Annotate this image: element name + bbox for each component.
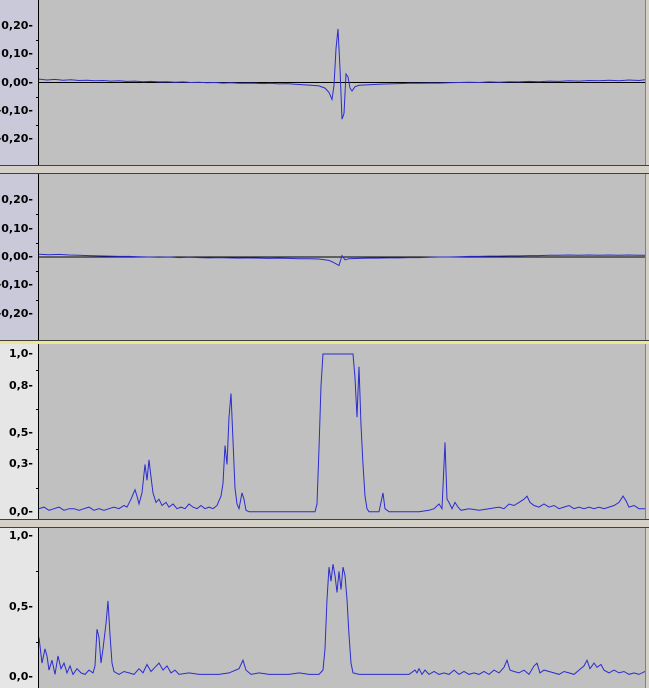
ruler-tick-label: 0,00- <box>1 250 33 263</box>
waveform-plot[interactable] <box>39 344 646 519</box>
waveform-line <box>39 253 645 267</box>
ruler-tick-label: 0,0- <box>8 504 33 518</box>
ruler-minor-tick <box>36 271 38 273</box>
ruler-tick-label: -0,10- <box>0 103 33 117</box>
waveform-plot[interactable] <box>39 528 646 688</box>
ruler-minor-tick <box>36 40 38 42</box>
ruler-tick-label: -0,10- <box>0 278 33 292</box>
ruler-minor-tick <box>36 369 38 371</box>
spectrum-track-1-channel-left[interactable]: 1,0- 0,8- 0,5- 0,3- 0,0- <box>0 344 649 519</box>
ruler-minor-tick <box>36 242 38 244</box>
waveform-line <box>39 564 645 676</box>
vertical-ruler[interactable]: 0,20- 0,10- 0,00- -0,10- -0,20- <box>0 174 39 340</box>
ruler-tick-label: 0,20- <box>1 193 33 207</box>
ruler-minor-tick <box>36 488 38 490</box>
vertical-ruler[interactable]: 0,20- 0,10- 0,00- -0,10- -0,20- <box>0 0 39 165</box>
channel-separator <box>0 519 649 528</box>
ruler-tick-label: 0,0- <box>8 670 33 684</box>
ruler-minor-tick <box>36 299 38 301</box>
ruler-tick-label: 0,00- <box>1 75 33 89</box>
channel-separator <box>0 165 649 174</box>
ruler-minor-tick <box>36 68 38 70</box>
vertical-ruler[interactable]: 1,0- 0,5- 0,0- <box>0 528 39 688</box>
ruler-minor-tick <box>36 641 38 643</box>
ruler-tick-label: 0,5- <box>8 425 33 439</box>
waveform-line <box>39 28 645 120</box>
waveform-plot[interactable] <box>39 174 646 340</box>
spectrum-track-1-channel-right[interactable]: 1,0- 0,5- 0,0- <box>0 528 649 688</box>
waveform-svg <box>39 28 645 120</box>
ruler-minor-tick <box>36 124 38 126</box>
ruler-minor-tick <box>36 214 38 216</box>
ruler-tick-label: 0,10- <box>1 221 33 235</box>
ruler-tick-label: 0,10- <box>1 47 33 61</box>
ruler-tick-label: 1,0- <box>8 529 33 542</box>
ruler-tick-label: 1,0- <box>8 347 33 360</box>
ruler-tick-label: 0,8- <box>8 378 33 392</box>
ruler-tick-label: 0,20- <box>1 19 33 33</box>
ruler-tick-label: 0,3- <box>8 457 33 471</box>
audio-track-1-channel-right[interactable]: 0,20- 0,10- 0,00- -0,10- -0,20- <box>0 174 649 340</box>
ruler-minor-tick <box>36 448 38 450</box>
ruler-tick-label: 0,5- <box>8 599 33 613</box>
waveform-svg <box>39 353 645 513</box>
waveform-plot[interactable] <box>39 0 646 165</box>
ruler-minor-tick <box>36 571 38 573</box>
ruler-tick-label: -0,20- <box>0 131 33 145</box>
waveform-svg <box>39 253 645 267</box>
waveform-svg <box>39 564 645 676</box>
ruler-tick-label: -0,20- <box>0 306 33 320</box>
audio-track-1-channel-left[interactable]: 0,20- 0,10- 0,00- -0,10- -0,20- <box>0 0 649 165</box>
ruler-minor-tick <box>36 409 38 411</box>
ruler-minor-tick <box>36 96 38 98</box>
waveform-line <box>39 353 645 513</box>
track-separator <box>0 340 649 344</box>
vertical-ruler[interactable]: 1,0- 0,8- 0,5- 0,3- 0,0- <box>0 344 39 519</box>
